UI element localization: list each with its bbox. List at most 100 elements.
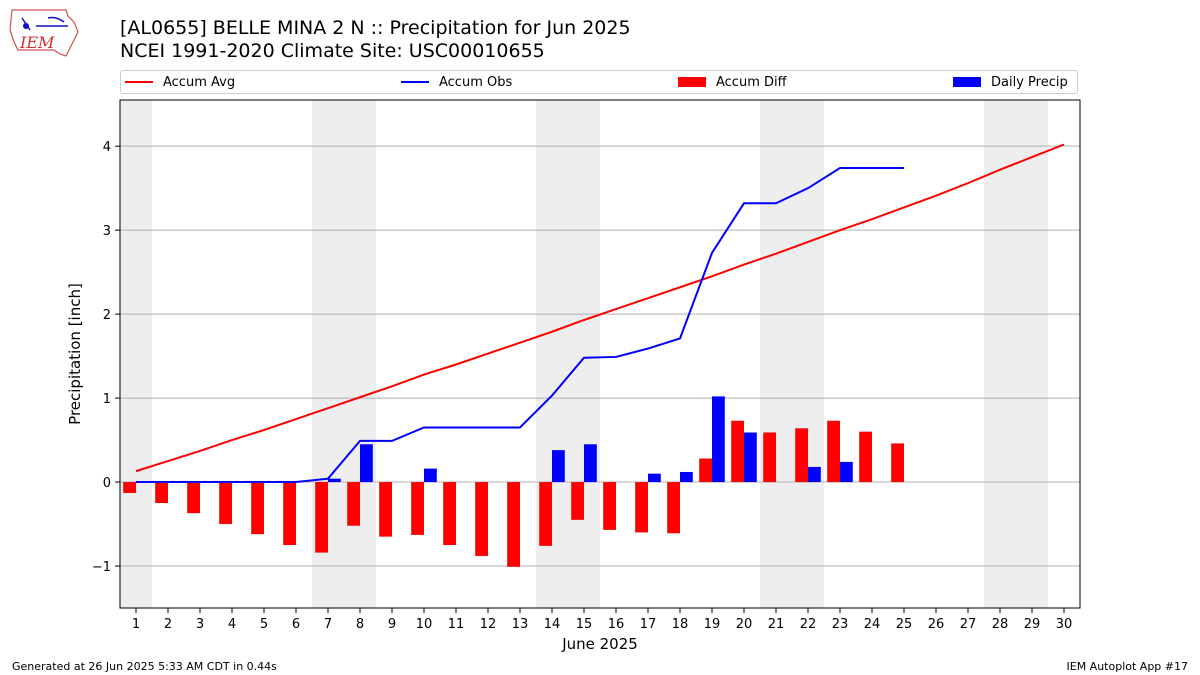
accum-diff-bar xyxy=(443,482,456,546)
weekend-shade xyxy=(120,100,152,608)
x-tick-label: 6 xyxy=(292,617,300,632)
daily-precip-bar xyxy=(680,471,693,483)
x-tick-label: 28 xyxy=(992,617,1009,632)
x-tick-label: 19 xyxy=(704,617,721,632)
x-tick-label: 17 xyxy=(640,617,657,632)
y-tick-label: −1 xyxy=(92,560,111,575)
x-tick-label: 30 xyxy=(1056,617,1073,632)
y-tick-label: 0 xyxy=(103,476,111,491)
x-axis-label: June 2025 xyxy=(561,635,638,653)
x-tick-label: 25 xyxy=(896,617,913,632)
chart-title: [AL0655] BELLE MINA 2 N :: Precipitation… xyxy=(120,17,631,39)
x-tick-label: 13 xyxy=(512,617,529,632)
legend-diff-swatch xyxy=(678,77,706,87)
accum-diff-bar xyxy=(123,482,136,493)
accum-diff-bar xyxy=(795,428,808,483)
accum-diff-bar xyxy=(507,482,520,567)
x-tick-label: 4 xyxy=(228,617,236,632)
accum-diff-bar xyxy=(635,482,648,533)
y-tick-label: 1 xyxy=(103,392,111,407)
x-tick-label: 23 xyxy=(832,617,849,632)
footer-generated: Generated at 26 Jun 2025 5:33 AM CDT in … xyxy=(12,660,277,673)
accum-diff-bar xyxy=(763,432,776,483)
logo-text: IEM xyxy=(19,33,55,52)
y-tick-label: 4 xyxy=(103,140,111,155)
iem-logo: IEM xyxy=(9,9,79,57)
x-tick-label: 3 xyxy=(196,617,204,632)
accum-diff-bar xyxy=(379,482,392,537)
accum-diff-bar xyxy=(283,482,296,546)
x-tick-label: 14 xyxy=(544,617,561,632)
x-tick-label: 20 xyxy=(736,617,753,632)
accum-diff-bar xyxy=(219,482,232,525)
y-tick-label: 3 xyxy=(103,224,111,239)
daily-precip-bar xyxy=(552,450,565,483)
accum-diff-bar xyxy=(603,482,616,530)
accum-diff-bar xyxy=(251,482,264,535)
accum-diff-bar xyxy=(827,420,840,483)
x-tick-label: 12 xyxy=(480,617,497,632)
accum-diff-bar xyxy=(155,482,168,504)
x-tick-label: 22 xyxy=(800,617,817,632)
footer-app: IEM Autoplot App #17 xyxy=(1066,660,1189,673)
daily-precip-bar xyxy=(328,478,341,483)
x-tick-label: 24 xyxy=(864,617,881,632)
daily-precip-bar xyxy=(744,432,757,483)
x-tick-label: 27 xyxy=(960,617,977,632)
x-tick-label: 18 xyxy=(672,617,689,632)
accum-diff-bar xyxy=(539,482,552,546)
daily-precip-bar xyxy=(648,473,661,483)
x-tick-label: 16 xyxy=(608,617,625,632)
accum-diff-bar xyxy=(571,482,584,520)
x-tick-label: 5 xyxy=(260,617,268,632)
x-tick-label: 2 xyxy=(164,617,172,632)
x-tick-label: 21 xyxy=(768,617,785,632)
legend: Accum Avg Accum Obs Accum Diff Daily Pre… xyxy=(120,70,1078,94)
daily-precip-bar xyxy=(840,461,853,483)
accum-diff-bar xyxy=(667,482,680,534)
legend-avg-swatch xyxy=(125,81,153,83)
legend-obs-label: Accum Obs xyxy=(439,74,513,90)
daily-precip-bar xyxy=(584,444,597,483)
x-tick-label: 15 xyxy=(576,617,593,632)
accum-obs-line xyxy=(136,167,904,484)
accum-diff-bar xyxy=(891,443,904,483)
y-axis-label: Precipitation [inch] xyxy=(66,283,84,425)
accum-diff-bar xyxy=(187,482,200,514)
x-tick-label: 11 xyxy=(448,617,465,632)
legend-precip-label: Daily Precip xyxy=(991,74,1068,90)
x-tick-label: 8 xyxy=(356,617,364,632)
accum-diff-bar xyxy=(411,482,424,535)
accum-diff-bar xyxy=(699,458,712,483)
legend-daily-precip: Daily Precip xyxy=(953,71,1068,93)
accum-diff-bar xyxy=(731,420,744,483)
legend-diff-label: Accum Diff xyxy=(716,74,787,90)
x-tick-label: 1 xyxy=(132,617,140,632)
legend-avg-label: Accum Avg xyxy=(163,74,236,90)
legend-accum-avg: Accum Avg xyxy=(125,71,235,93)
chart-subtitle: NCEI 1991-2020 Climate Site: USC00010655 xyxy=(120,40,545,62)
x-tick-label: 26 xyxy=(928,617,945,632)
x-tick-label: 9 xyxy=(388,617,396,632)
accum-diff-bar xyxy=(315,482,328,553)
accum-diff-bar xyxy=(347,482,360,526)
x-tick-label: 10 xyxy=(416,617,433,632)
daily-precip-bar xyxy=(712,396,725,483)
x-tick-label: 7 xyxy=(324,617,332,632)
legend-precip-swatch xyxy=(953,77,981,87)
daily-precip-bar xyxy=(360,444,373,483)
y-tick-label: 2 xyxy=(103,308,111,323)
legend-obs-swatch xyxy=(401,81,429,83)
legend-accum-obs: Accum Obs xyxy=(401,71,512,93)
accum-avg-line xyxy=(135,143,1065,473)
x-tick-label: 29 xyxy=(1024,617,1041,632)
weekend-shade xyxy=(760,100,824,608)
accum-diff-bar xyxy=(475,482,488,556)
legend-accum-diff: Accum Diff xyxy=(678,71,787,93)
daily-precip-bar xyxy=(808,466,821,483)
weekend-shade xyxy=(984,100,1048,608)
daily-precip-bar xyxy=(424,468,437,483)
plot-frame xyxy=(119,99,1081,609)
accum-diff-bar xyxy=(859,431,872,483)
